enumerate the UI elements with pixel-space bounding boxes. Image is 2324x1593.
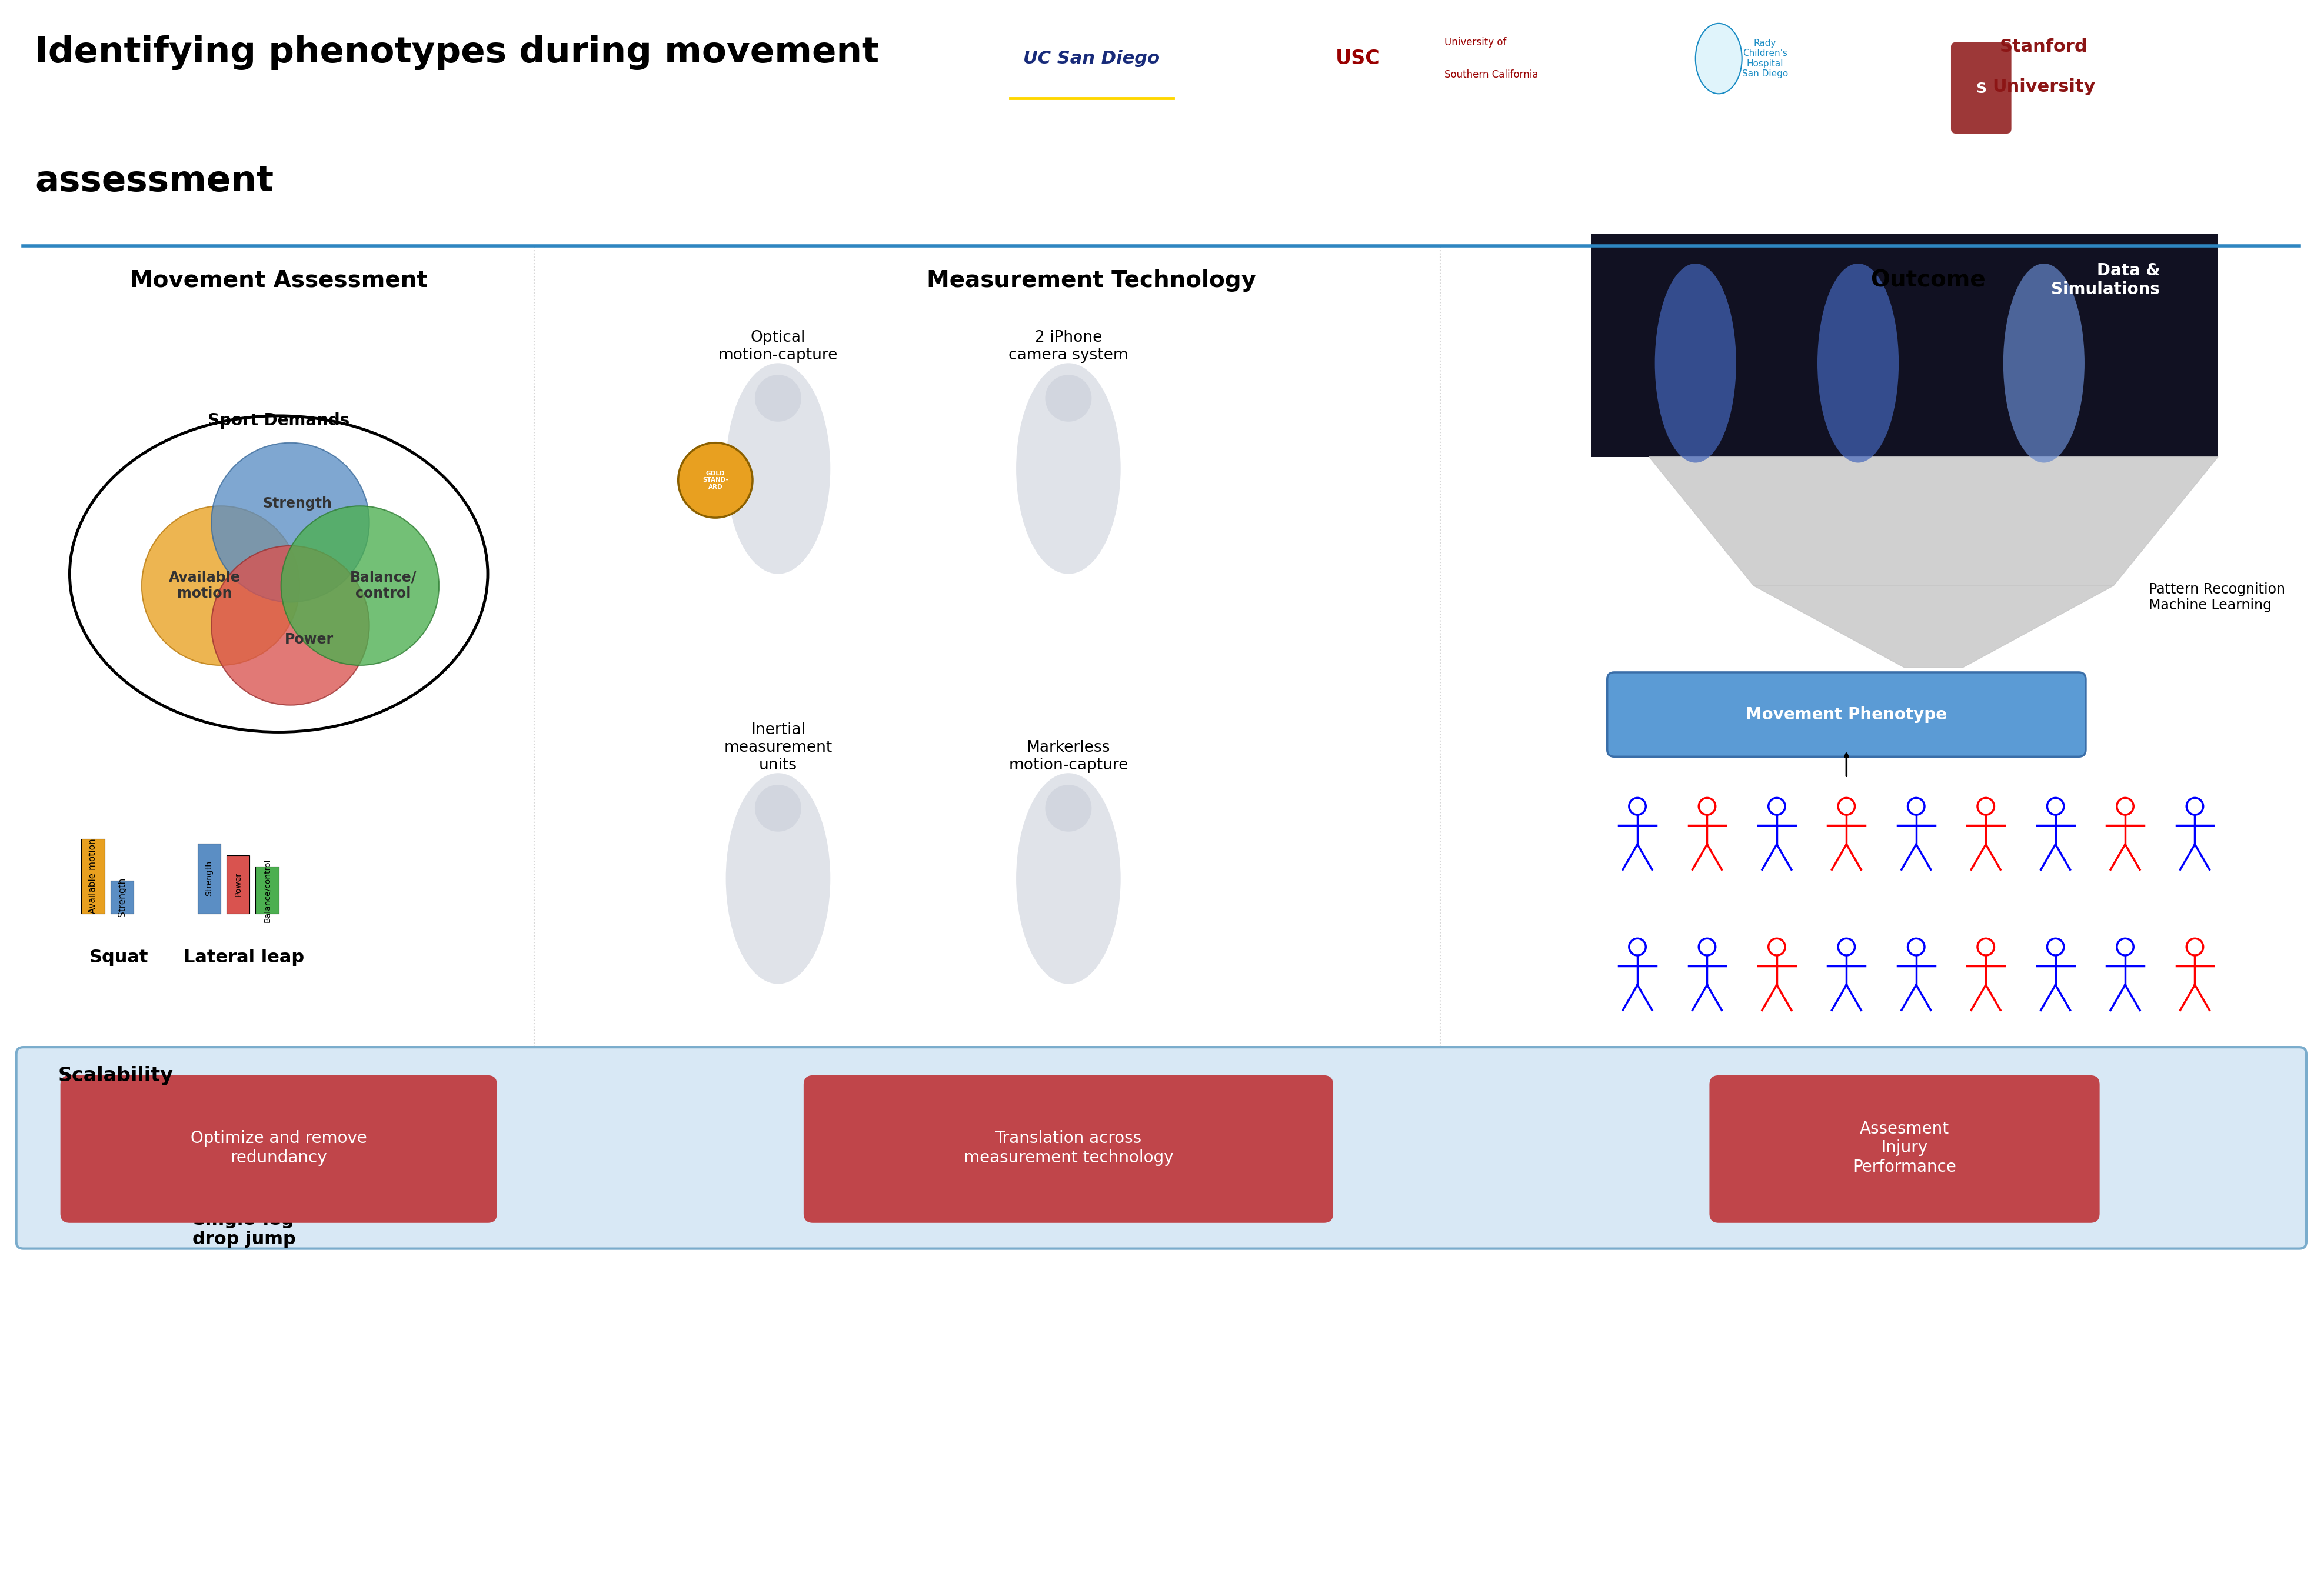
Ellipse shape xyxy=(1697,24,1743,94)
FancyBboxPatch shape xyxy=(804,1075,1334,1223)
Text: Squat: Squat xyxy=(88,949,149,965)
Circle shape xyxy=(281,507,439,666)
Text: Movement Assessment: Movement Assessment xyxy=(130,269,428,292)
FancyBboxPatch shape xyxy=(1950,41,2010,134)
Text: Power: Power xyxy=(235,1118,242,1142)
FancyBboxPatch shape xyxy=(225,1101,249,1160)
Ellipse shape xyxy=(1817,263,1899,462)
Text: 2 iPhone
camera system: 2 iPhone camera system xyxy=(1009,330,1127,363)
Text: Outcome: Outcome xyxy=(1871,269,1985,292)
Text: Available motion: Available motion xyxy=(88,838,98,914)
Text: Movement Phenotype: Movement Phenotype xyxy=(1745,706,1948,723)
Polygon shape xyxy=(1650,457,2217,586)
Text: Power: Power xyxy=(235,871,242,897)
Text: Southern California: Southern California xyxy=(1446,70,1538,80)
Text: Scalability: Scalability xyxy=(58,1066,174,1085)
Circle shape xyxy=(211,443,370,602)
FancyBboxPatch shape xyxy=(198,843,221,914)
Text: USC: USC xyxy=(1336,49,1380,68)
Text: assessment: assessment xyxy=(35,164,274,199)
Circle shape xyxy=(679,443,753,518)
Text: Available
motion: Available motion xyxy=(170,570,239,601)
Text: Optimize and remove
redundancy: Optimize and remove redundancy xyxy=(191,1129,367,1166)
FancyBboxPatch shape xyxy=(1592,234,2217,457)
Circle shape xyxy=(1046,785,1092,832)
Text: Translation across
measurement technology: Translation across measurement technolog… xyxy=(964,1129,1174,1166)
Circle shape xyxy=(142,507,300,666)
Text: Assesment
Injury
Performance: Assesment Injury Performance xyxy=(1852,1120,1957,1176)
FancyBboxPatch shape xyxy=(225,855,249,914)
Text: Rady
Children's
Hospital
San Diego: Rady Children's Hospital San Diego xyxy=(1743,38,1787,78)
FancyBboxPatch shape xyxy=(256,867,279,914)
Text: University of: University of xyxy=(1446,37,1506,48)
FancyBboxPatch shape xyxy=(16,1047,2305,1249)
FancyBboxPatch shape xyxy=(109,881,132,914)
Text: Pattern Recognition
Machine Learning: Pattern Recognition Machine Learning xyxy=(2147,581,2284,613)
Text: Drop jump: Drop jump xyxy=(67,1195,172,1212)
Circle shape xyxy=(755,374,802,422)
Text: Balance/control: Balance/control xyxy=(263,859,272,922)
Text: S: S xyxy=(1975,81,1987,96)
Polygon shape xyxy=(1755,586,2113,667)
FancyBboxPatch shape xyxy=(60,1075,497,1223)
Ellipse shape xyxy=(1016,773,1120,984)
FancyBboxPatch shape xyxy=(256,1114,279,1160)
Text: Strength: Strength xyxy=(88,1126,98,1164)
Text: Balance/control: Balance/control xyxy=(263,1104,272,1168)
Text: Sport Demands: Sport Demands xyxy=(207,413,349,429)
Text: Power: Power xyxy=(284,632,332,647)
Ellipse shape xyxy=(1655,263,1736,462)
Ellipse shape xyxy=(2003,263,2085,462)
Text: Strength: Strength xyxy=(119,878,125,916)
Text: Markerless
motion-capture: Markerless motion-capture xyxy=(1009,741,1127,773)
Circle shape xyxy=(755,785,802,832)
Text: Power: Power xyxy=(119,1110,125,1137)
Text: Single-leg
drop jump: Single-leg drop jump xyxy=(193,1211,295,1247)
Text: Strength: Strength xyxy=(205,1118,214,1153)
Circle shape xyxy=(1046,374,1092,422)
Ellipse shape xyxy=(725,363,830,573)
Text: University: University xyxy=(1992,78,2096,96)
Text: Lateral leap: Lateral leap xyxy=(184,949,304,965)
Text: Measurement Technology: Measurement Technology xyxy=(927,269,1257,292)
Text: UC San Diego: UC San Diego xyxy=(1023,49,1160,67)
Circle shape xyxy=(211,546,370,706)
Text: Stanford: Stanford xyxy=(2001,38,2087,56)
Text: Strength: Strength xyxy=(263,497,332,511)
Ellipse shape xyxy=(1016,363,1120,573)
Text: Inertial
measurement
units: Inertial measurement units xyxy=(723,723,832,773)
FancyBboxPatch shape xyxy=(198,1114,221,1160)
Text: Balance/
control: Balance/ control xyxy=(351,570,416,601)
FancyBboxPatch shape xyxy=(1710,1075,2099,1223)
FancyBboxPatch shape xyxy=(81,1131,105,1160)
Text: Optical
motion-capture: Optical motion-capture xyxy=(718,330,839,363)
FancyBboxPatch shape xyxy=(81,838,105,914)
Ellipse shape xyxy=(725,773,830,984)
Text: Strength: Strength xyxy=(205,860,214,897)
Text: Data &
Simulations: Data & Simulations xyxy=(2052,263,2159,298)
FancyBboxPatch shape xyxy=(1608,672,2085,757)
FancyBboxPatch shape xyxy=(109,1090,132,1160)
Text: Identifying phenotypes during movement: Identifying phenotypes during movement xyxy=(35,35,878,70)
Text: GOLD
STAND-
ARD: GOLD STAND- ARD xyxy=(702,470,727,491)
